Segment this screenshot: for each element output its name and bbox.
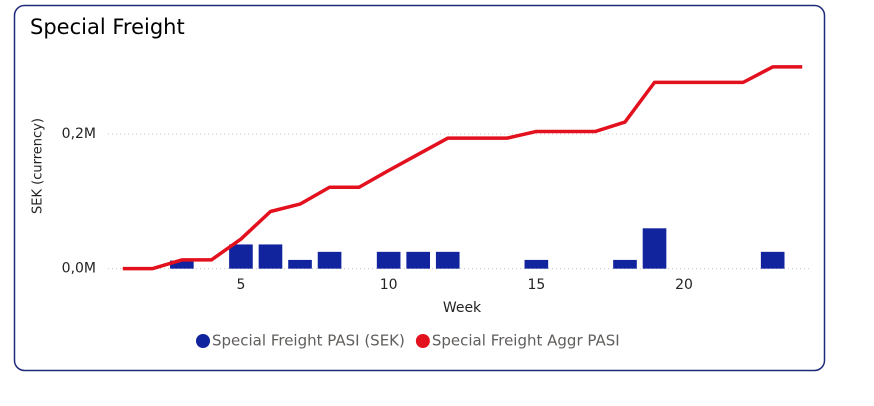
bar: [760, 251, 785, 269]
bar: [258, 244, 283, 269]
bar: [435, 251, 460, 269]
bar: [376, 251, 401, 269]
bar: [524, 259, 549, 269]
x-tick-label: 10: [380, 277, 398, 293]
card: [13, 4, 826, 372]
bar: [317, 251, 342, 269]
legend-label: Special Freight PASI (SEK): [212, 332, 405, 350]
chart-title: Special Freight: [30, 15, 185, 39]
bar: [229, 244, 253, 269]
bar: [288, 259, 312, 269]
bar: [170, 260, 194, 269]
y-tick-label: 0,2M: [62, 126, 96, 142]
line: [122, 65, 803, 271]
legend-label: Special Freight Aggr PASI: [432, 332, 620, 350]
legend-marker: [415, 334, 430, 348]
y-axis-label: SEK (currency): [31, 118, 46, 214]
x-tick-label: 15: [527, 277, 545, 293]
x-tick-label: 20: [675, 277, 693, 293]
x-tick-label: 5: [236, 277, 245, 293]
y-tick-label: 0,0M: [62, 261, 96, 277]
bar: [642, 228, 667, 269]
legend-marker: [196, 334, 210, 348]
bar: [406, 251, 431, 269]
bar: [613, 259, 637, 269]
x-axis-label: Week: [443, 300, 482, 316]
